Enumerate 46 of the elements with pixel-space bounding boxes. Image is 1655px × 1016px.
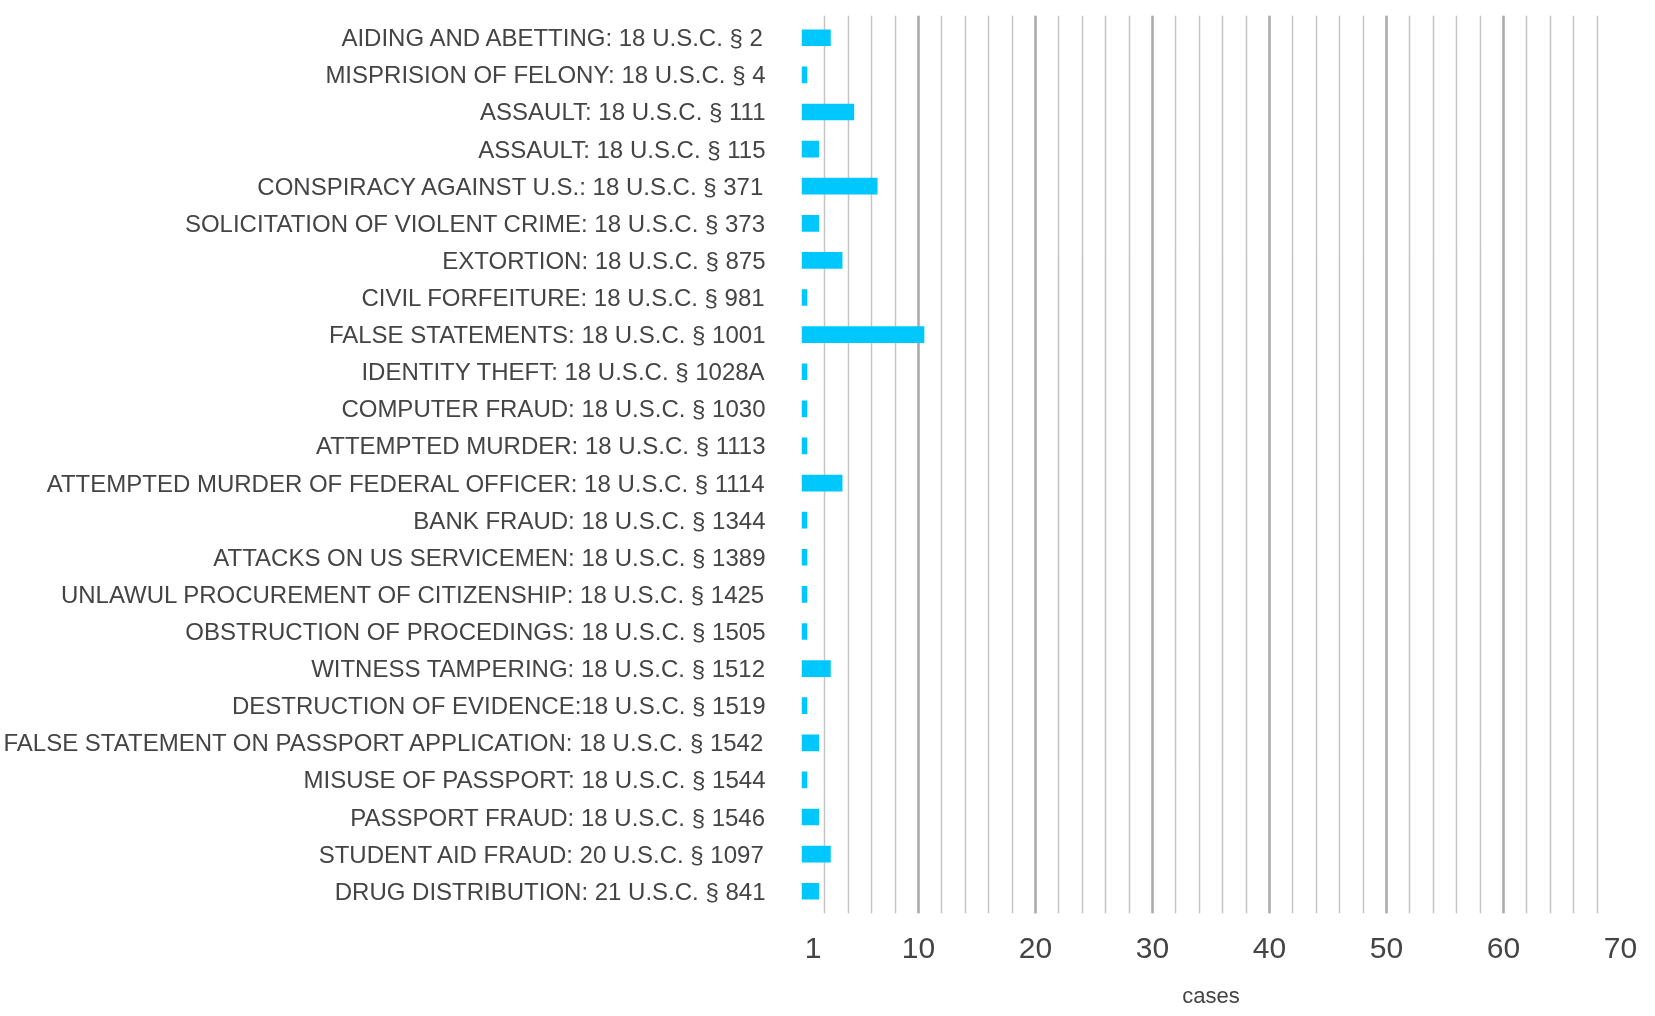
x-tick-label: 50 bbox=[1369, 930, 1404, 964]
x-tick-label: 20 bbox=[1018, 930, 1053, 964]
y-tick-label: COMPUTER FRAUD: 18 U.S.C. § 1030 bbox=[341, 395, 766, 423]
y-tick-label: DRUG DISTRIBUTION: 21 U.S.C. § 841 bbox=[334, 877, 766, 905]
bar bbox=[801, 845, 831, 863]
x-tick-label: 70 bbox=[1603, 930, 1638, 964]
y-tick-label: MISPRISION OF FELONY: 18 U.S.C. § 4 bbox=[325, 61, 766, 89]
y-tick-label: SOLICITATION OF VIOLENT CRIME: 18 U.S.C. § 373 bbox=[184, 209, 766, 237]
bar bbox=[801, 103, 855, 121]
y-tick-label: ASSAULT: 18 U.S.C. § 111 bbox=[480, 98, 766, 126]
y-tick-label: WITNESS TAMPERING: 18 U.S.C. § 1512 bbox=[311, 655, 766, 683]
bar bbox=[801, 252, 843, 269]
y-tick-label: ATTEMPTED MURDER: 18 U.S.C. § 1113 bbox=[316, 432, 766, 460]
bar bbox=[801, 140, 820, 158]
bar bbox=[801, 734, 820, 752]
y-tick-label: FALSE STATEMENTS: 18 U.S.C. § 1001 bbox=[328, 321, 766, 349]
bar bbox=[801, 474, 843, 492]
x-axis-title: cases bbox=[1182, 982, 1240, 1008]
x-tick-label: 1 bbox=[804, 930, 822, 964]
x-tick-label: 30 bbox=[1135, 930, 1170, 964]
bar bbox=[801, 326, 925, 343]
y-tick-label: BANK FRAUD: 18 U.S.C. § 1344 bbox=[413, 506, 766, 534]
y-tick-label: DESTRUCTION OF EVIDENCE:18 U.S.C. § 1519 bbox=[232, 692, 766, 720]
y-tick-label: ASSAULT: 18 U.S.C. § 115 bbox=[478, 135, 766, 163]
y-tick-label: CONSPIRACY AGAINST U.S.: 18 U.S.C. § 371 bbox=[257, 172, 764, 200]
bar bbox=[801, 29, 831, 47]
y-tick-label: IDENTITY THEFT: 18 U.S.C. § 1028A bbox=[361, 358, 765, 386]
x-tick-label: 10 bbox=[901, 930, 936, 964]
y-tick-label: CIVIL FORFEITURE: 18 U.S.C. § 981 bbox=[361, 284, 765, 312]
y-tick-label: STUDENT AID FRAUD: 20 U.S.C. § 1097 bbox=[318, 840, 764, 868]
bar bbox=[801, 177, 878, 195]
y-tick-label: UNLAWUL PROCUREMENT OF CITIZENSHIP: 18 U.S.C. § 1425 bbox=[60, 580, 765, 608]
y-tick-label: FALSE STATEMENT ON PASSPORT APPLICATION: 18 U.S.C. § 1542 bbox=[3, 729, 764, 757]
bar bbox=[801, 214, 820, 232]
y-tick-label: AIDING AND ABETTING: 18 U.S.C. § 2 bbox=[341, 24, 763, 52]
bar bbox=[801, 882, 820, 900]
x-tick-label: 60 bbox=[1486, 930, 1521, 964]
x-tick-label: 40 bbox=[1252, 930, 1287, 964]
bar bbox=[801, 808, 820, 826]
y-tick-label: ATTACKS ON US SERVICEMEN: 18 U.S.C. § 1389 bbox=[213, 543, 766, 571]
bar bbox=[801, 660, 831, 677]
y-tick-label: OBSTRUCTION OF PROCEDINGS: 18 U.S.C. § 1505 bbox=[185, 617, 766, 645]
y-tick-label: PASSPORT FRAUD: 18 U.S.C. § 1546 bbox=[350, 803, 766, 831]
y-tick-label: EXTORTION: 18 U.S.C. § 875 bbox=[442, 246, 766, 274]
y-tick-label: MISUSE OF PASSPORT: 18 U.S.C. § 1544 bbox=[303, 766, 766, 794]
y-tick-label: ATTEMPTED MURDER OF FEDERAL OFFICER: 18 U.S.C. § 1114 bbox=[46, 469, 765, 497]
